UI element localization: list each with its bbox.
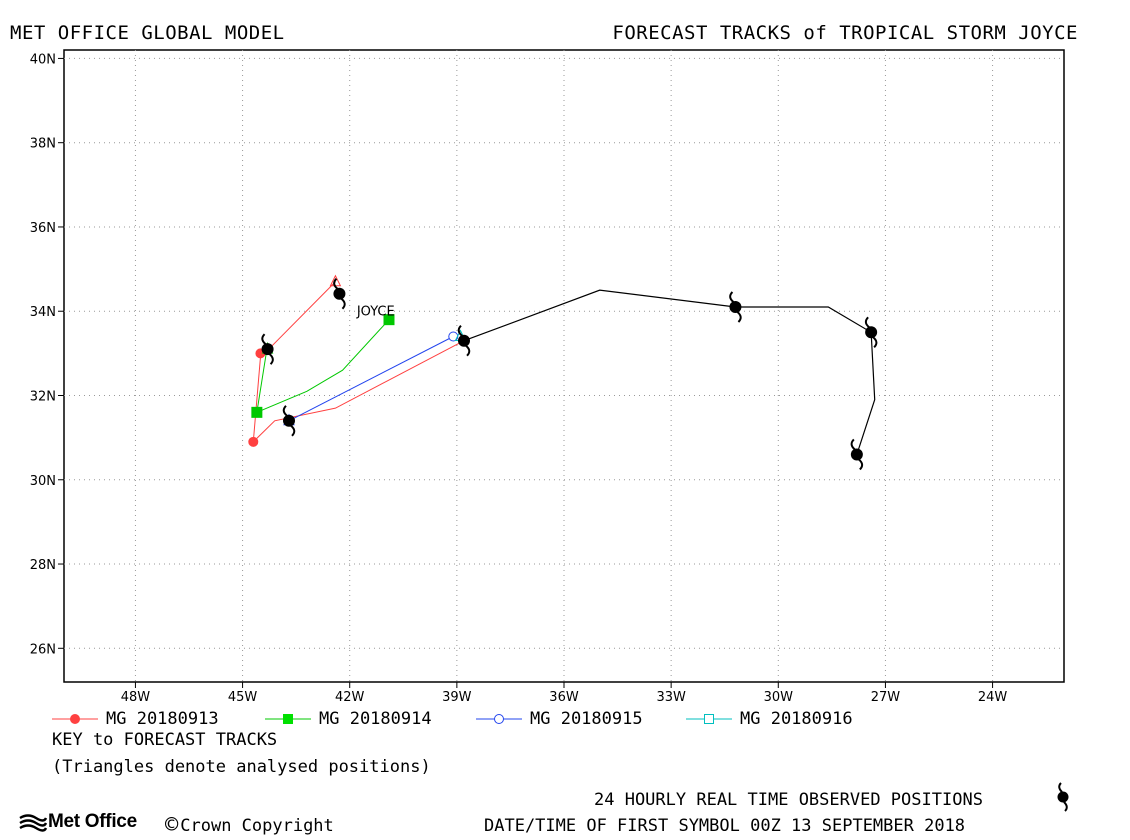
legend-label: MG 20180913 xyxy=(106,709,219,729)
legend-label: MG 20180914 xyxy=(319,709,432,729)
legend: MG 20180913 MG 20180914 MG 20180915 MG 2… xyxy=(52,708,952,730)
legend-label: MG 20180915 xyxy=(530,709,643,729)
hurricane-symbol-icon xyxy=(1057,782,1069,812)
y-tick-label: 34N xyxy=(30,305,56,320)
legend-item-20180913: MG 20180913 xyxy=(52,708,219,730)
x-tick-label: 42W xyxy=(335,690,365,705)
legend-item-20180916: MG 20180916 xyxy=(686,708,853,730)
x-tick-label: 24W xyxy=(978,690,1008,705)
x-tick-label: 33W xyxy=(656,690,686,705)
hurricane-symbol-icon xyxy=(261,333,274,365)
key-title: KEY to FORECAST TRACKS xyxy=(52,730,278,750)
x-tick-label: 45W xyxy=(228,690,258,705)
y-tick-label: 32N xyxy=(30,389,56,404)
y-tick-label: 30N xyxy=(30,474,56,489)
forecast-track-line xyxy=(288,336,454,422)
forecast-marker-circle xyxy=(248,436,259,447)
observed-track-line xyxy=(463,289,876,455)
first-symbol-datetime: DATE/TIME OF FIRST SYMBOL 00Z 13 SEPTEMB… xyxy=(484,816,966,836)
y-tick-label: 40N xyxy=(30,52,56,67)
chart-title: FORECAST TRACKS of TROPICAL STORM JOYCE xyxy=(612,22,1078,44)
forecast-marker-square xyxy=(383,314,395,326)
copyright-text: Crown Copyright xyxy=(180,816,334,836)
header-left-title: MET OFFICE GLOBAL MODEL xyxy=(10,22,285,44)
copyright-notice: © Crown Copyright xyxy=(165,813,334,838)
legend-item-20180914: MG 20180914 xyxy=(265,708,432,730)
y-tick-label: 28N xyxy=(30,558,56,573)
met-office-logo: Met Office xyxy=(18,811,137,833)
y-tick-label: 26N xyxy=(30,642,56,657)
x-tick-label: 36W xyxy=(549,690,579,705)
forecast-track-line xyxy=(252,281,465,444)
legend-swatch-blue-open-circle xyxy=(476,714,522,724)
hurricane-symbol-icon xyxy=(864,316,878,349)
hurricane-symbol-icon xyxy=(333,278,346,310)
forecast-marker-square xyxy=(251,406,263,418)
y-tick-label: 38N xyxy=(30,137,56,152)
legend-item-20180915: MG 20180915 xyxy=(476,708,643,730)
x-tick-label: 48W xyxy=(121,690,151,705)
legend-swatch-green-square xyxy=(265,714,311,724)
storm-name-label: JOYCE xyxy=(356,304,395,319)
key-subtitle: (Triangles denote analysed positions) xyxy=(52,757,431,777)
met-office-logo-text: Met Office xyxy=(48,811,137,832)
forecast-marker-open-circle xyxy=(448,331,459,342)
hurricane-symbol-icon xyxy=(282,405,296,437)
hurricane-symbol-icon xyxy=(457,325,471,357)
met-office-logo-icon xyxy=(19,814,48,832)
legend-label: MG 20180916 xyxy=(740,709,853,729)
copyright-icon: © xyxy=(165,813,179,838)
x-tick-label: 30W xyxy=(764,690,794,705)
x-tick-label: 27W xyxy=(871,690,901,705)
y-tick-label: 36N xyxy=(30,221,56,236)
x-tick-label: 39W xyxy=(442,690,472,705)
legend-swatch-red-circle xyxy=(52,714,98,724)
hurricane-symbol-icon xyxy=(850,438,864,471)
legend-swatch-cyan-open-square xyxy=(686,714,732,724)
hurricane-symbol-icon xyxy=(729,291,742,323)
observed-positions-label: 24 HOURLY REAL TIME OBSERVED POSITIONS xyxy=(594,790,983,810)
